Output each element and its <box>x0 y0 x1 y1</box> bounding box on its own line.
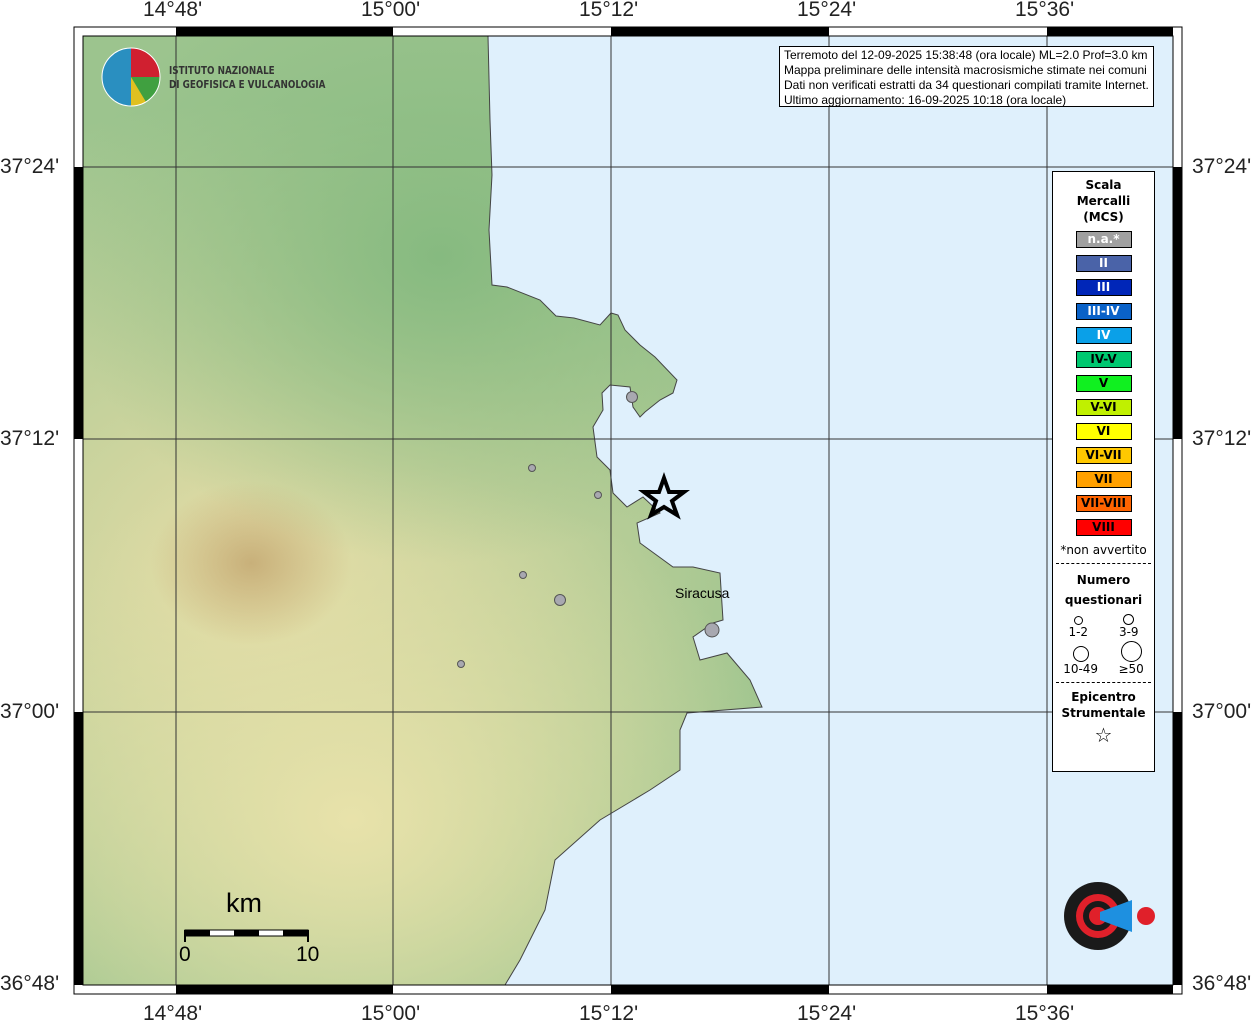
scale-bar <box>184 929 309 942</box>
divider <box>1056 682 1151 683</box>
lon-label: 15°00' <box>361 0 421 21</box>
legend-class-vi: VI <box>1075 423 1132 440</box>
legend: Scala Mercalli (MCS) n.a.* II III III-IV IV I… <box>1052 171 1155 772</box>
intensity-point[interactable] <box>554 594 566 606</box>
legend-title: Mercalli <box>1076 194 1131 208</box>
star-icon: ☆ <box>1094 723 1113 747</box>
event-info-line: Terremoto del 12-09-2025 15:38:48 (ora l… <box>784 48 1148 62</box>
legend-class-iii: III <box>1075 279 1132 296</box>
event-info-line: Ultimo aggiornamento: 16-09-2025 10:18 (… <box>784 93 1067 107</box>
lon-label: 15°00' <box>361 1002 421 1025</box>
legend-class-n-a-: n.a.* <box>1075 231 1132 248</box>
lat-label: 37°12' <box>0 427 60 450</box>
legend-class-vi-vii: VI-VII <box>1075 447 1132 464</box>
ingv-globe-logo <box>101 47 161 107</box>
legend-title: (MCS) <box>1083 210 1124 224</box>
legend-class-iv: IV <box>1075 327 1132 344</box>
lat-label: 36°48' <box>1192 972 1252 995</box>
lon-label: 15°24' <box>797 0 857 21</box>
legend-class-iv-v: IV-V <box>1075 351 1132 368</box>
lon-label: 14°48' <box>143 1002 203 1025</box>
event-info-line: Mappa preliminare delle intensità macros… <box>784 63 1147 77</box>
legend-note: *non avvertito <box>1060 543 1147 557</box>
lat-label: 36°48' <box>0 972 60 995</box>
lat-label: 37°00' <box>1192 700 1252 723</box>
ingv-line2: DI GEOFISICA E VULCANOLOGIA <box>169 78 326 91</box>
size-10-49: 10-49 <box>1063 646 1098 676</box>
ingv-line1: ISTITUTO NAZIONALE <box>169 64 275 77</box>
lat-label: 37°00' <box>0 700 60 723</box>
legend-q-title: Numero <box>1076 573 1131 587</box>
legend-epi-title: Epicentro <box>1071 690 1136 704</box>
legend-class-ii: II <box>1075 255 1132 272</box>
intensity-point[interactable] <box>519 571 527 579</box>
event-info-line: Dati non verificati estratti da 34 quest… <box>784 78 1149 92</box>
ingv-logo-text: ISTITUTO NAZIONALE DI GEOFISICA E VULCAN… <box>169 64 325 92</box>
lon-label: 15°24' <box>797 1002 857 1025</box>
size-3-9: 3-9 <box>1119 614 1139 639</box>
lon-label: 14°48' <box>143 0 203 21</box>
legend-class-v-vi: V-VI <box>1075 399 1132 416</box>
intensity-point[interactable] <box>457 660 465 668</box>
lon-label: 15°12' <box>579 1002 639 1025</box>
divider <box>1056 563 1151 564</box>
legend-epi-title: Strumentale <box>1061 706 1146 720</box>
lat-label: 37°24' <box>1192 155 1252 178</box>
legend-class-iii-iv: III-IV <box>1075 303 1132 320</box>
map-frame <box>73 26 1183 995</box>
lat-label: 37°12' <box>1192 427 1252 450</box>
legend-class-viii: VIII <box>1075 519 1132 536</box>
size-50-plus: ≥50 <box>1118 641 1144 676</box>
intensity-point[interactable] <box>594 491 602 499</box>
haisentito-logo <box>1064 882 1155 950</box>
legend-title: Scala <box>1085 178 1122 192</box>
lat-label: 37°24' <box>0 155 60 178</box>
lon-label: 15°12' <box>579 0 639 21</box>
scale-min: 0 <box>179 943 191 966</box>
epicenter-star-icon[interactable] <box>638 472 690 520</box>
legend-class-vii-viii: VII-VIII <box>1075 495 1132 512</box>
intensity-point[interactable] <box>528 464 536 472</box>
intensity-point[interactable] <box>704 622 720 638</box>
legend-class-v: V <box>1075 375 1132 392</box>
lon-label: 15°36' <box>1015 1002 1075 1025</box>
legend-q-title: questionari <box>1064 593 1143 607</box>
scale-max: 10 <box>296 943 320 966</box>
city-label-siracusa: Siracusa <box>675 585 730 601</box>
lon-label: 15°36' <box>1015 0 1075 21</box>
event-info-box: Terremoto del 12-09-2025 15:38:48 (ora l… <box>779 46 1154 107</box>
size-1-2: 1-2 <box>1068 616 1088 639</box>
scale-unit: km <box>226 888 262 918</box>
legend-class-vii: VII <box>1075 471 1132 488</box>
intensity-point[interactable] <box>626 391 638 403</box>
graticule <box>83 36 1173 985</box>
